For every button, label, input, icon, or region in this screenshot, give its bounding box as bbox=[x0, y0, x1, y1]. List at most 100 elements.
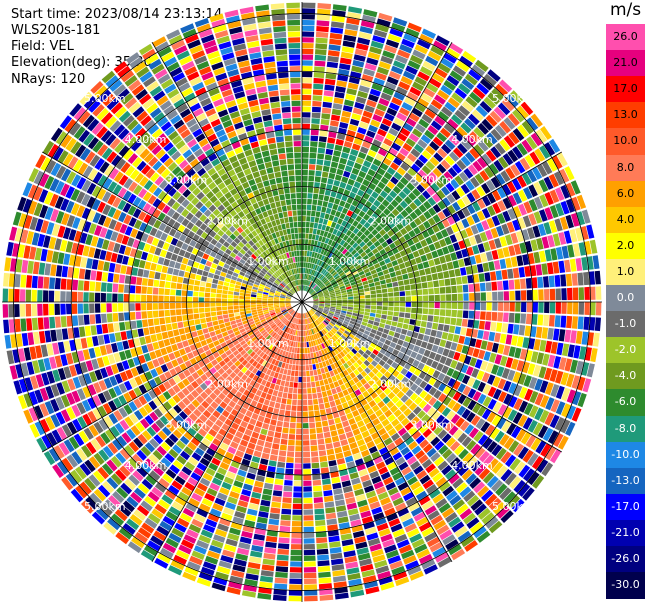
velocity-gate bbox=[308, 239, 312, 245]
velocity-gate bbox=[44, 206, 54, 220]
velocity-gate bbox=[49, 277, 56, 289]
velocity-gate bbox=[376, 522, 389, 532]
velocity-gate bbox=[286, 357, 290, 364]
velocity-gate bbox=[312, 284, 317, 290]
velocity-gate bbox=[39, 204, 49, 219]
velocity-gate bbox=[365, 349, 372, 356]
velocity-gate bbox=[570, 330, 577, 344]
velocity-gate bbox=[397, 280, 404, 286]
velocity-gate bbox=[455, 250, 463, 259]
velocity-gate bbox=[333, 381, 340, 388]
velocity-gate bbox=[548, 315, 555, 327]
velocity-gate bbox=[335, 309, 341, 312]
velocity-gate bbox=[234, 330, 241, 336]
velocity-gate bbox=[216, 306, 222, 311]
velocity-gate bbox=[246, 339, 253, 346]
velocity-gate bbox=[405, 215, 413, 224]
velocity-gate bbox=[290, 352, 294, 359]
velocity-gate bbox=[358, 349, 365, 356]
velocity-gate bbox=[136, 320, 143, 329]
velocity-gate bbox=[260, 318, 266, 323]
velocity-gate bbox=[225, 405, 233, 413]
velocity-gate bbox=[349, 256, 355, 262]
velocity-gate bbox=[297, 394, 302, 400]
velocity-gate bbox=[312, 340, 317, 346]
velocity-gate bbox=[330, 471, 340, 478]
velocity-gate bbox=[340, 263, 347, 269]
velocity-gate bbox=[290, 329, 294, 335]
velocity-gate bbox=[324, 294, 330, 297]
velocity-gate bbox=[581, 257, 589, 271]
velocity-gate bbox=[129, 285, 136, 294]
velocity-gate bbox=[282, 497, 292, 504]
velocity-gate bbox=[522, 337, 530, 349]
velocity-gate bbox=[314, 54, 327, 61]
velocity-gate bbox=[296, 330, 299, 336]
velocity-gate bbox=[391, 337, 399, 344]
velocity-gate bbox=[364, 247, 372, 254]
velocity-gate bbox=[434, 115, 446, 127]
velocity-gate bbox=[532, 474, 545, 489]
velocity-gate bbox=[66, 406, 76, 420]
velocity-gate bbox=[316, 368, 322, 375]
velocity-gate bbox=[295, 318, 298, 324]
velocity-gate bbox=[138, 354, 146, 364]
velocity-gate bbox=[494, 354, 503, 365]
velocity-gate bbox=[349, 173, 358, 181]
velocity-gate bbox=[262, 305, 268, 309]
velocity-gate bbox=[350, 423, 359, 431]
velocity-gate bbox=[325, 73, 337, 80]
velocity-gate bbox=[381, 314, 387, 320]
velocity-gate bbox=[266, 282, 272, 287]
velocity-gate bbox=[456, 343, 463, 353]
velocity-gate bbox=[122, 523, 136, 535]
velocity-gate bbox=[279, 444, 287, 451]
velocity-gate bbox=[537, 314, 544, 326]
velocity-gate bbox=[513, 479, 526, 494]
velocity-gate bbox=[105, 344, 113, 355]
ppi-velocity-plot: 1.00km1.00km1.00km1.00km2.00km2.00km2.00… bbox=[2, 2, 602, 602]
velocity-gate bbox=[438, 316, 445, 324]
velocity-gate bbox=[577, 272, 584, 286]
velocity-gate bbox=[289, 309, 294, 314]
velocity-gate bbox=[270, 286, 277, 291]
velocity-gate bbox=[294, 347, 298, 354]
velocity-gate bbox=[194, 447, 205, 457]
velocity-gate bbox=[116, 362, 125, 373]
velocity-gate bbox=[470, 499, 484, 511]
velocity-gate bbox=[158, 404, 168, 415]
velocity-gate bbox=[480, 292, 486, 301]
velocity-gate bbox=[303, 561, 316, 567]
velocity-gate bbox=[296, 313, 299, 319]
velocity-gate bbox=[163, 401, 172, 411]
velocity-gate bbox=[392, 185, 402, 195]
velocity-gate bbox=[183, 320, 190, 328]
velocity-gate bbox=[397, 413, 406, 422]
velocity-gate bbox=[375, 72, 387, 81]
velocity-gate bbox=[385, 481, 396, 491]
velocity-gate bbox=[352, 290, 359, 294]
velocity-gate bbox=[421, 414, 431, 424]
velocity-gate bbox=[461, 195, 471, 206]
velocity-gate bbox=[71, 404, 81, 417]
velocity-gate bbox=[324, 296, 330, 299]
velocity-gate bbox=[460, 327, 467, 336]
velocity-gate bbox=[319, 380, 325, 386]
velocity-gate bbox=[407, 343, 415, 351]
velocity-gate bbox=[434, 67, 448, 79]
velocity-gate bbox=[2, 288, 9, 302]
velocity-gate bbox=[316, 427, 323, 434]
velocity-gate bbox=[176, 356, 184, 365]
velocity-gate bbox=[372, 139, 382, 148]
velocity-gate bbox=[51, 223, 60, 237]
velocity-gate bbox=[314, 176, 321, 183]
velocity-gate bbox=[407, 412, 416, 421]
velocity-gate bbox=[259, 505, 270, 513]
velocity-gate bbox=[251, 413, 259, 420]
velocity-gate bbox=[321, 206, 327, 213]
velocity-gate bbox=[89, 371, 98, 383]
velocity-gate bbox=[102, 403, 113, 415]
velocity-gate bbox=[17, 244, 26, 258]
velocity-gate bbox=[260, 391, 267, 399]
velocity-gate bbox=[386, 203, 395, 212]
